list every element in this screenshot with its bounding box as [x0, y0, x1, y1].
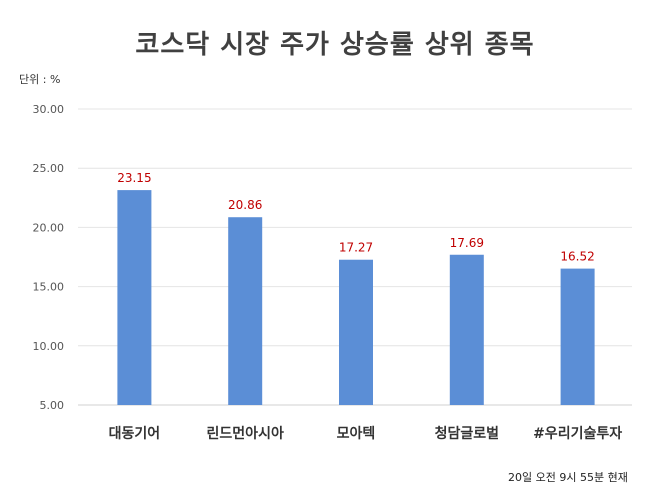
x-tick-label: 모아텍	[337, 425, 376, 442]
x-tick-label: 린드먼아시아	[207, 425, 284, 442]
x-tick-label: #우리기술투자	[533, 426, 622, 442]
data-label: 20.86	[228, 198, 262, 212]
y-tick-label: 20.00	[33, 221, 65, 234]
data-label: 23.15	[117, 171, 151, 185]
y-tick-label: 25.00	[33, 162, 65, 175]
bar	[449, 254, 484, 405]
data-label: 16.52	[560, 250, 594, 264]
chart-title: 코스닥 시장 주가 상승률 상위 종목	[135, 30, 535, 60]
data-label: 17.27	[339, 241, 373, 255]
unit-label: 단위 : %	[19, 73, 61, 86]
data-label: 17.69	[450, 236, 484, 250]
y-tick-label: 15.00	[33, 281, 65, 294]
y-tick-label: 30.00	[33, 103, 65, 116]
x-tick-label: 청담글로벌	[435, 425, 499, 442]
footnote: 20일 오전 9시 55분 현재	[508, 471, 628, 484]
bar	[117, 190, 152, 405]
x-tick-label: 대동기어	[109, 425, 161, 442]
y-tick-label: 5.00	[40, 399, 65, 412]
y-tick-label: 10.00	[33, 340, 65, 353]
bar	[228, 217, 263, 405]
bar	[339, 259, 373, 405]
bar	[560, 268, 595, 405]
